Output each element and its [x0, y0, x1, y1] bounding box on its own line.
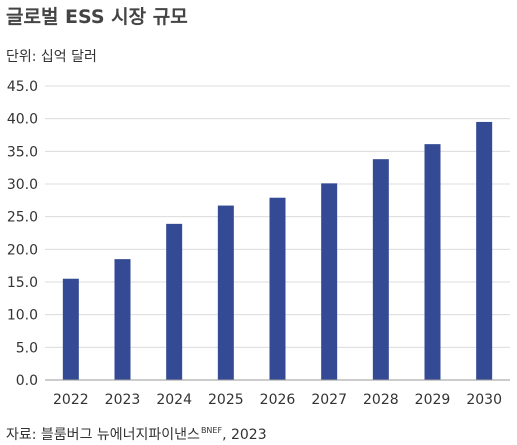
unit-label: 단위: 십억 달러 [6, 49, 97, 65]
bar [269, 197, 286, 380]
source-note: 자료: 블룸버그 뉴에너지파이낸스BNEF, 2023 [6, 424, 267, 444]
y-tick-label: 20.0 [7, 242, 38, 258]
x-tick-label: 2030 [466, 392, 502, 408]
x-tick-label: 2028 [363, 392, 399, 408]
y-tick-label: 45.0 [7, 79, 38, 95]
source-sup: BNEF [200, 426, 223, 435]
bar [114, 259, 131, 380]
y-tick-label: 0.0 [16, 373, 38, 389]
x-tick-label: 2022 [53, 392, 89, 408]
chart-title: 글로벌 ESS 시장 규모 [6, 6, 188, 28]
y-tick-label: 35.0 [7, 144, 38, 160]
x-tick-label: 2029 [415, 392, 451, 408]
y-tick-label: 15.0 [7, 275, 38, 291]
x-tick-label: 2025 [208, 392, 244, 408]
y-tick-label: 25.0 [7, 210, 38, 226]
bar [424, 144, 441, 380]
bar [476, 121, 493, 380]
x-tick-label: 2026 [260, 392, 296, 408]
source-year: , 2023 [222, 427, 267, 443]
y-tick-label: 40.0 [7, 112, 38, 128]
y-tick-label: 5.0 [16, 340, 38, 356]
x-tick-label: 2023 [105, 392, 141, 408]
bar [62, 278, 79, 380]
bar [372, 159, 389, 380]
x-tick-label: 2024 [156, 392, 192, 408]
x-tick-label: 2027 [311, 392, 347, 408]
source-text: 자료: 블룸버그 뉴에너지파이낸스 [6, 427, 200, 443]
y-tick-label: 30.0 [7, 177, 38, 193]
bar [217, 205, 234, 380]
bar [321, 183, 338, 380]
y-tick-label: 10.0 [7, 308, 38, 324]
bar [166, 223, 183, 380]
